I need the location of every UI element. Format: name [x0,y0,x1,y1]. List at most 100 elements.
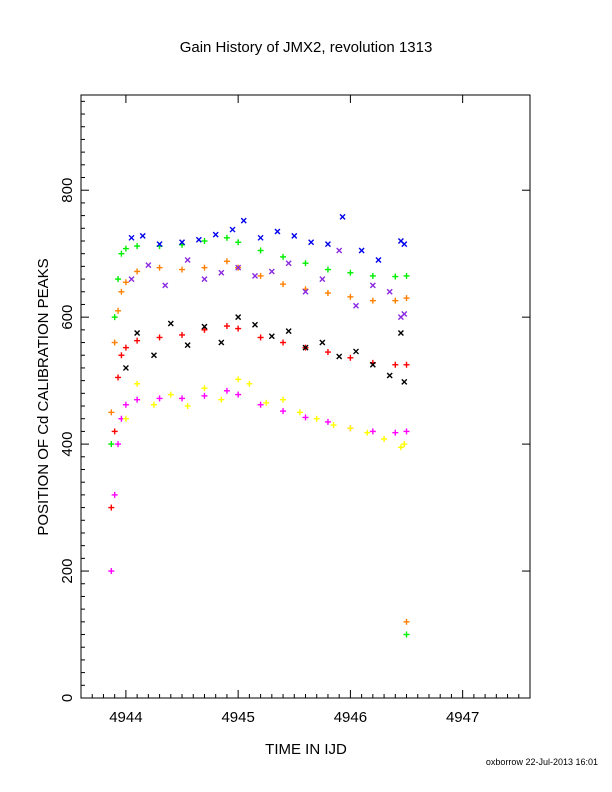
marker-stroke [122,364,129,371]
marker-stroke [235,264,242,271]
marker-stroke [285,328,292,335]
marker-stroke [291,232,298,239]
data-point [324,418,331,425]
data-point [115,307,122,314]
marker-stroke [302,288,309,295]
data-point [302,344,309,351]
data-point [150,352,157,359]
data-point [115,276,122,283]
x-tick-label: 4945 [221,709,254,726]
data-point [347,269,354,276]
data-point [134,243,141,250]
marker-stroke [353,302,360,309]
data-point [223,258,230,265]
data-point [156,241,163,248]
x-tick-label: 4946 [334,709,367,726]
data-point [246,380,253,387]
marker-stroke [201,323,208,330]
marker-stroke [184,257,191,264]
data-point [201,385,208,392]
data-point [156,395,163,402]
data-point [134,396,141,403]
marker-stroke [274,228,281,235]
data-point [111,314,118,321]
data-point [134,337,141,344]
data-point [369,428,376,435]
y-tick-label: 200 [59,559,76,584]
marker-stroke [397,330,404,337]
data-point [139,232,146,239]
marker-stroke [218,269,225,276]
data-point [108,568,115,575]
y-tick-label: 600 [59,305,76,330]
x-tick-label: 4947 [446,709,479,726]
marker-stroke [386,288,393,295]
marker-stroke [257,234,264,241]
data-point [392,361,399,368]
data-point [195,236,202,243]
data-point [218,339,225,346]
data-point [263,399,270,406]
marker-stroke [251,321,258,328]
data-point [184,342,191,349]
marker-stroke [375,257,382,264]
marker-stroke [358,247,365,254]
data-point [108,441,115,448]
data-point [291,232,298,239]
data-point [235,325,242,332]
data-point [118,288,125,295]
marker-stroke [162,282,169,289]
data-point [347,354,354,361]
data-point [122,415,129,422]
data-point [280,253,287,260]
marker-stroke [401,241,408,248]
marker-stroke [212,231,219,238]
marker-stroke [353,348,360,355]
data-point [179,331,186,338]
data-point [324,266,331,273]
marker-stroke [195,236,202,243]
data-point [353,302,360,309]
data-point [392,429,399,436]
data-point [223,323,230,330]
data-point [134,380,141,387]
data-point [403,631,410,638]
marker-stroke [397,237,404,244]
data-point [369,282,376,289]
data-point [268,333,275,340]
data-point [122,401,129,408]
data-point [108,409,115,416]
data-point [257,334,264,341]
marker-stroke [167,320,174,327]
marker-stroke [128,276,135,283]
data-point [108,504,115,511]
data-point [397,444,404,451]
chart-title: Gain History of JMX2, revolution 1313 [180,39,433,56]
data-point [179,239,186,246]
data-points [108,213,410,638]
data-point [156,334,163,341]
marker-stroke [128,234,135,241]
marker-stroke [235,314,242,321]
data-point [369,272,376,279]
data-point [364,429,371,436]
data-point [313,415,320,422]
marker-stroke [251,272,258,279]
data-point [347,425,354,432]
marker-stroke [134,330,141,337]
data-point [212,231,219,238]
marker-stroke [369,282,376,289]
marker-stroke [156,241,163,248]
marker-stroke [139,232,146,239]
data-point [347,293,354,300]
data-point [274,228,281,235]
marker-stroke [268,268,275,275]
data-point [115,374,122,381]
marker-stroke [145,262,152,269]
marker-stroke [201,276,208,283]
marker-stroke [401,310,408,317]
data-point [280,339,287,346]
data-point [111,428,118,435]
marker-stroke [369,361,376,368]
data-point [336,353,343,360]
